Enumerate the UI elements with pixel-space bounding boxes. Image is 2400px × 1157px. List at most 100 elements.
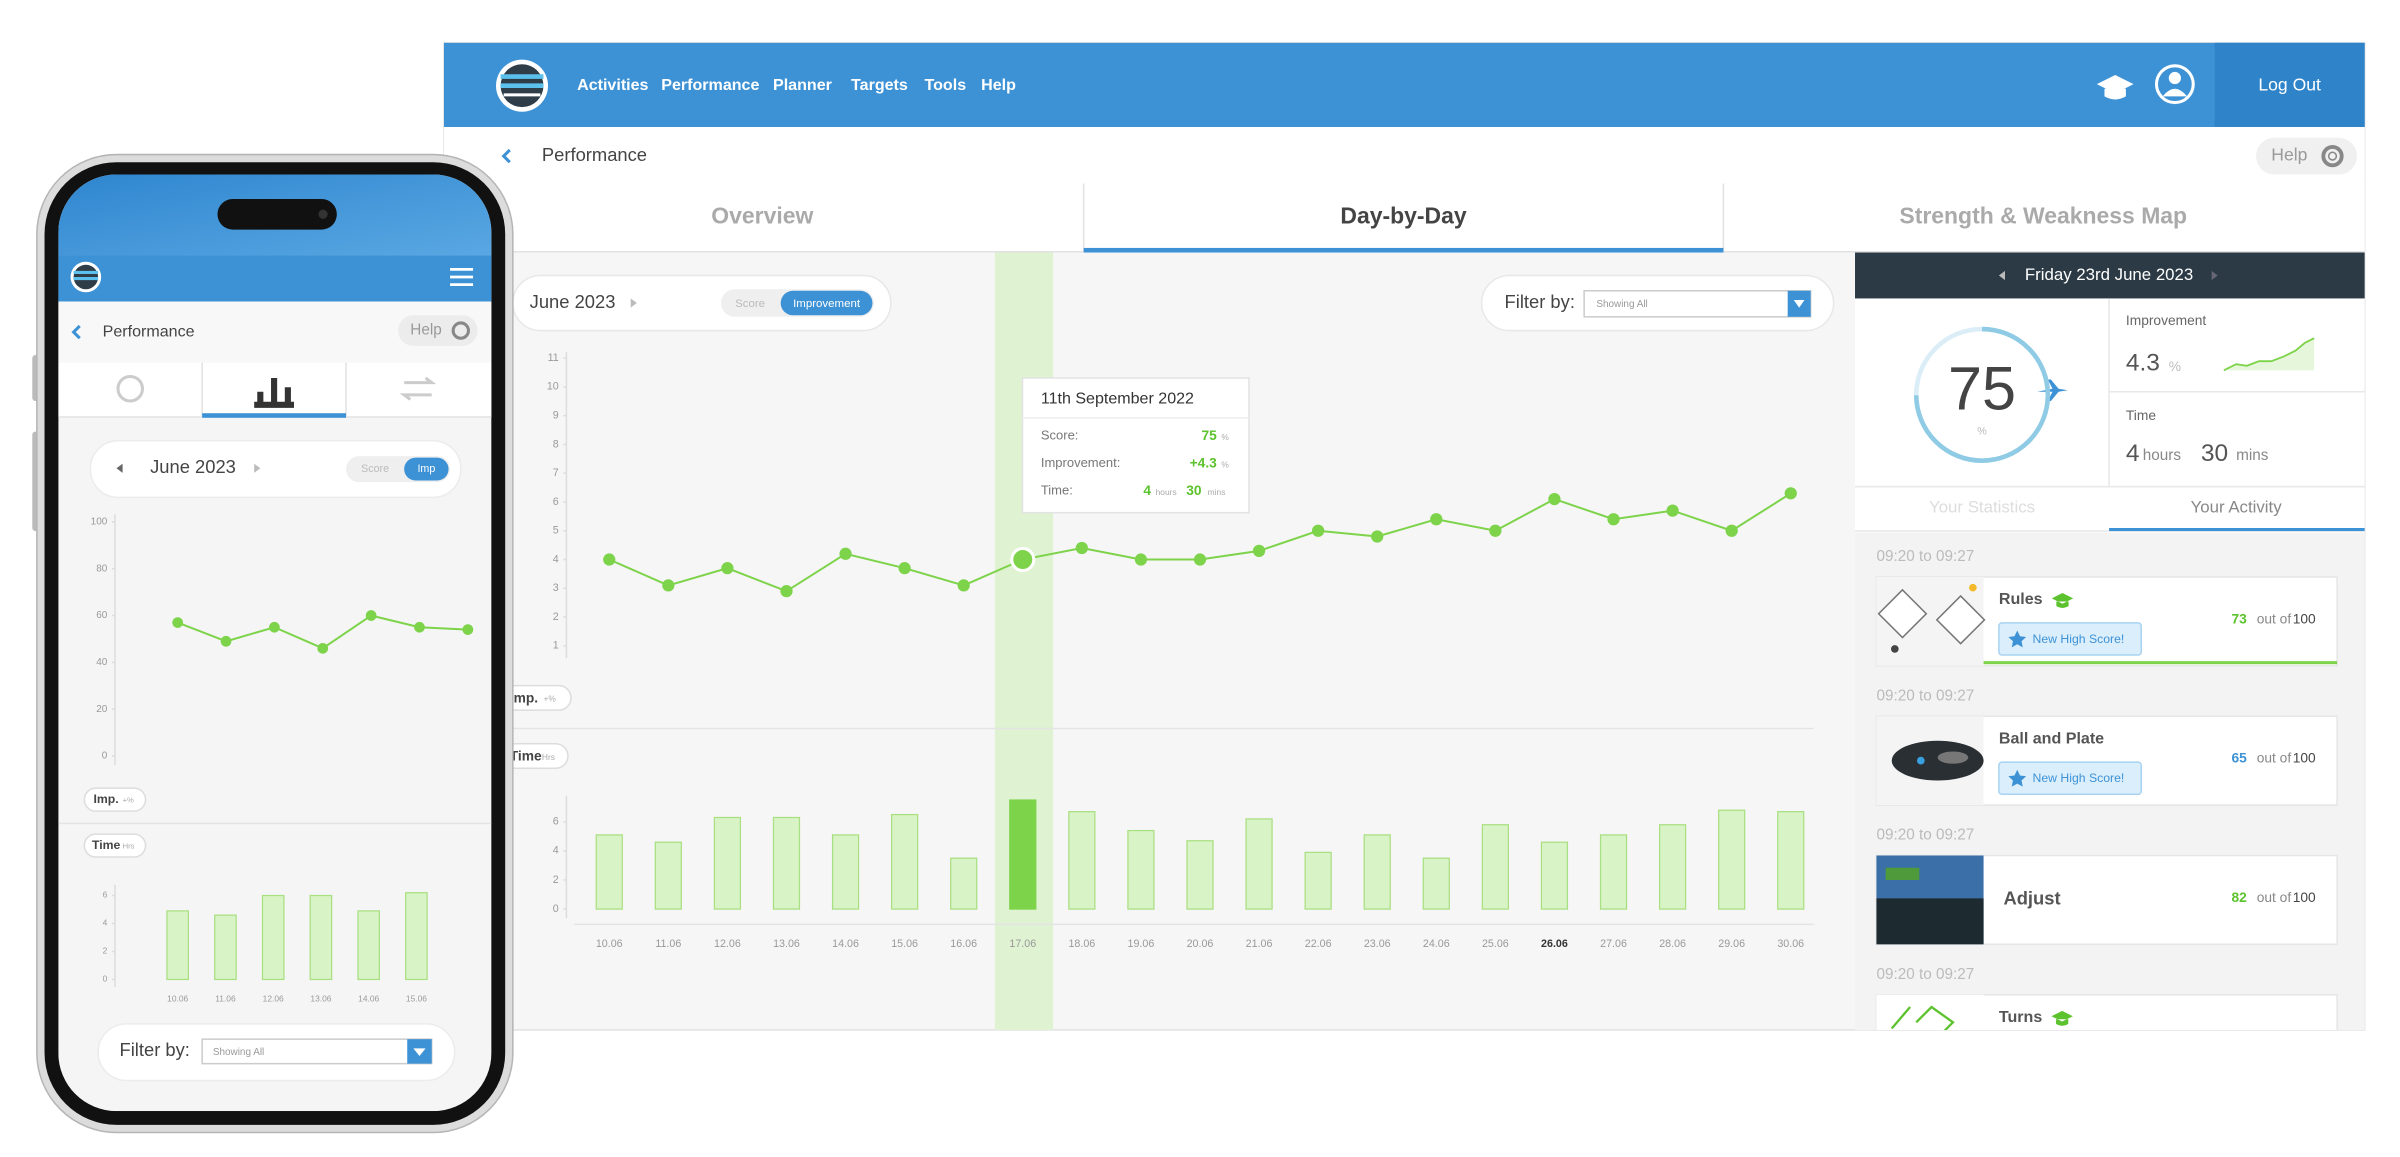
y-tick-label: 4	[553, 553, 559, 565]
activity-score: 73	[2231, 611, 2247, 626]
activity-out-of: out of	[2257, 751, 2292, 766]
tooltip-unit: hours	[1156, 487, 1177, 497]
map-tab-icon[interactable]	[399, 376, 437, 401]
tooltip-value: 30	[1186, 483, 1202, 498]
x-tick-label: 12.06	[263, 994, 284, 1004]
menu-button[interactable]	[450, 267, 474, 287]
bar	[1718, 809, 1746, 910]
phone-title: Performance	[103, 322, 195, 340]
bar	[1658, 824, 1687, 910]
point	[1075, 541, 1088, 555]
bar	[261, 894, 285, 981]
sparkline-area	[2223, 338, 2315, 371]
bar	[595, 834, 623, 910]
x-tick-label: 17.06	[1009, 938, 1036, 950]
point	[839, 547, 852, 560]
bar	[713, 816, 742, 910]
panel-tab[interactable]: Your Statistics	[1929, 498, 2035, 517]
help-icon	[2321, 145, 2344, 168]
phone-filter-select[interactable]	[201, 1038, 433, 1065]
thumbnail-shape	[1876, 898, 1984, 945]
nav-link[interactable]: Targets	[851, 76, 908, 94]
point	[898, 562, 911, 575]
tab[interactable]: Strength & Weakness Map	[1899, 202, 2187, 228]
phone-filter-value: Showing All	[213, 1047, 264, 1058]
y-tick-label: 5	[553, 525, 559, 537]
bar	[1127, 829, 1155, 910]
point	[662, 579, 675, 592]
top-bar	[443, 42, 2365, 128]
x-tick-label: 18.06	[1068, 938, 1095, 950]
stat-unit: %	[2169, 359, 2181, 374]
back-button[interactable]	[501, 148, 511, 164]
nav-link[interactable]: Tools	[925, 76, 967, 94]
x-tick-label: 24.06	[1423, 938, 1450, 950]
dropdown-arrow	[1793, 299, 1805, 308]
y-tick-label: 2	[553, 611, 559, 623]
nav-link[interactable]: Performance	[661, 76, 759, 94]
tab[interactable]: Day-by-Day	[1340, 202, 1466, 228]
y-tick-label: 6	[553, 496, 559, 508]
score-value: 75	[1948, 354, 2016, 422]
day-header	[1855, 252, 2365, 299]
point	[1010, 546, 1036, 573]
filter-value: Showing All	[1596, 299, 1647, 310]
x-tick-label: 15.06	[891, 938, 918, 950]
phone-back[interactable]	[71, 324, 81, 340]
point	[269, 621, 280, 633]
nav-link[interactable]: Activities	[577, 76, 648, 94]
tag-label: Imp.	[94, 792, 119, 806]
thumbnail-dot	[1917, 756, 1925, 765]
sparkline	[2223, 337, 2315, 372]
bar	[654, 841, 682, 910]
phone-help-label: Help	[410, 322, 441, 339]
academy-icon[interactable]	[2096, 74, 2134, 100]
logout-button[interactable]	[2214, 42, 2365, 128]
bar	[166, 910, 190, 981]
activity-out-of: out of	[2257, 890, 2292, 905]
point	[414, 621, 425, 633]
camera	[318, 209, 328, 219]
phone-logo	[70, 261, 102, 293]
x-tick-label: 27.06	[1600, 938, 1627, 950]
toggle-option[interactable]: Score	[735, 298, 765, 310]
bar	[1068, 811, 1096, 910]
y-tick-label: 2	[553, 874, 559, 886]
phone-month: June 2023	[150, 456, 236, 477]
bar	[357, 910, 380, 981]
y-tick-label: 6	[103, 890, 108, 900]
tooltip-label: Score:	[1041, 428, 1079, 443]
next-month[interactable]	[630, 298, 637, 308]
x-tick-label: 25.06	[1482, 938, 1509, 950]
toggle-option[interactable]: Improvement	[793, 298, 861, 310]
tag-unit: Hrs	[123, 841, 135, 850]
prev-day[interactable]	[1998, 270, 2006, 281]
day-tab-icon[interactable]	[254, 378, 294, 408]
phone-prev-month[interactable]	[116, 463, 123, 473]
thumbnail-shape	[1935, 594, 1986, 645]
next-day[interactable]	[2211, 270, 2218, 281]
phone-toggle-option[interactable]: Score	[361, 463, 389, 475]
nav-link[interactable]: Help	[981, 76, 1016, 94]
month-label: June 2023	[530, 291, 616, 312]
help-label: Help	[2271, 145, 2307, 165]
tab[interactable]: Overview	[711, 202, 813, 228]
x-tick-label: 14.06	[358, 994, 379, 1004]
overview-tab-icon[interactable]	[116, 374, 145, 403]
filter-select[interactable]	[1583, 290, 1812, 318]
x-tick-label: 14.06	[832, 938, 859, 950]
tab-underline	[1083, 247, 1724, 253]
activity-time: 09:20 to 09:27	[1876, 827, 1974, 844]
x-tick-label: 30.06	[1777, 938, 1804, 950]
phone-toggle-option[interactable]: Imp	[417, 463, 435, 475]
x-tick-label: 20.06	[1187, 938, 1214, 950]
point	[957, 579, 970, 592]
phone-next-month[interactable]	[254, 463, 261, 473]
user-icon[interactable]	[2154, 64, 2195, 105]
panel-tab[interactable]: Your Activity	[2191, 498, 2283, 517]
nav-link[interactable]: Planner	[773, 76, 832, 94]
x-tick-label: 21.06	[1246, 938, 1273, 950]
tooltip-label: Improvement:	[1041, 455, 1120, 470]
x-tick-label: 19.06	[1128, 938, 1155, 950]
